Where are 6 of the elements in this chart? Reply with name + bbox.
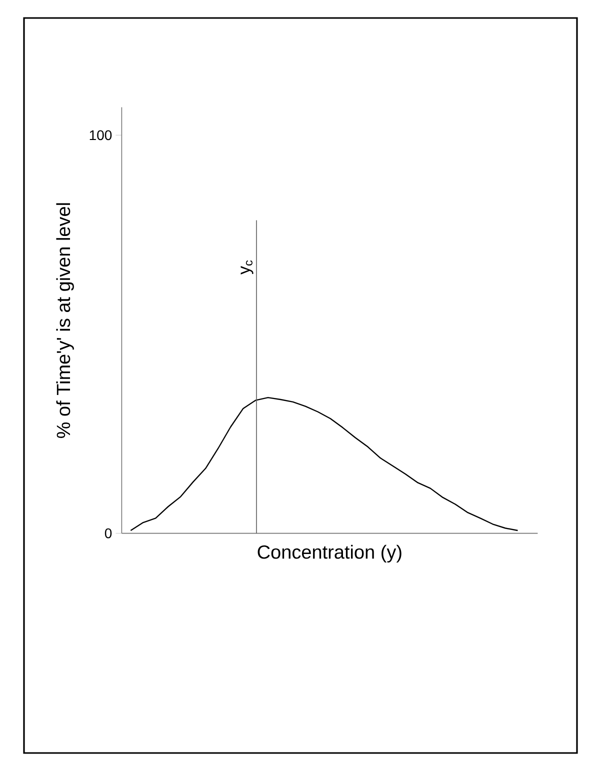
y-tick-label: 100 [90,130,112,140]
line-series [130,396,518,532]
y-axis-title: % of Time'y' is at given level [56,203,74,438]
y-tick-label: 0 [104,528,112,538]
x-axis-title: Concentration (y) [258,544,402,563]
annotation: y$_{c}$ [240,260,254,274]
